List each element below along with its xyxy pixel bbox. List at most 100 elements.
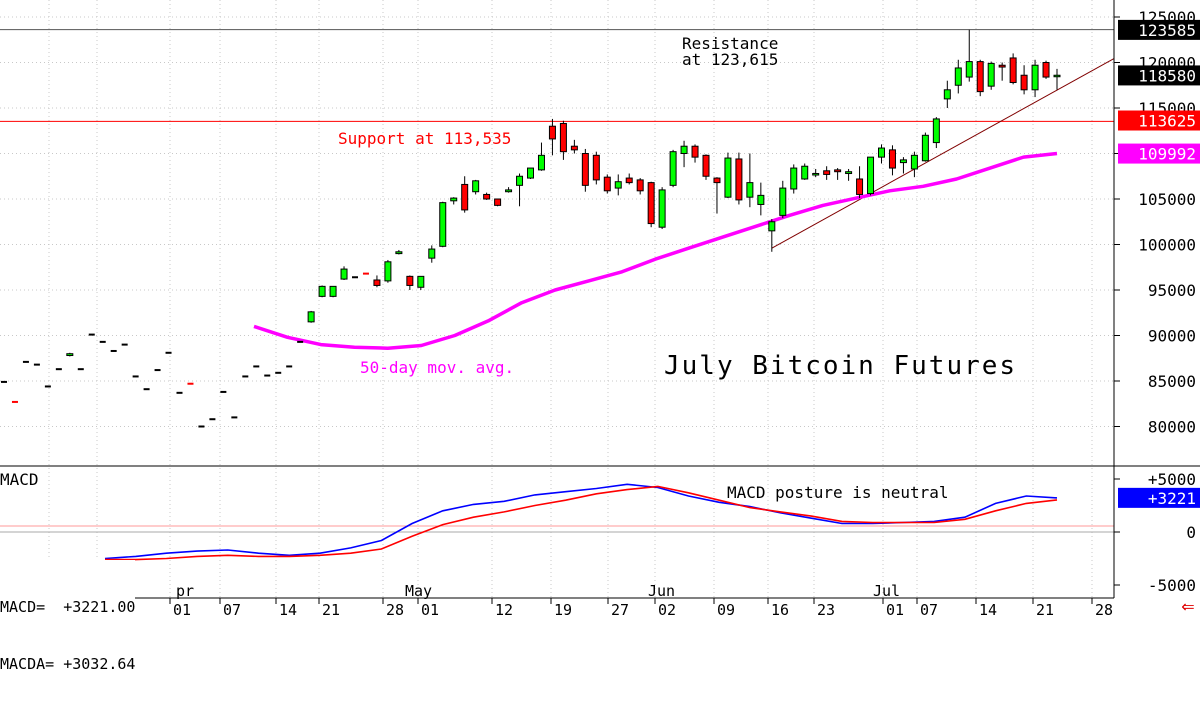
candle-body [1042, 62, 1050, 78]
candle [384, 259, 392, 283]
candle-body [998, 64, 1006, 68]
x-tick-label: 19 [554, 601, 572, 619]
month-label: pr [176, 582, 194, 600]
candle [505, 187, 513, 193]
price-value-label-bg [1118, 110, 1200, 131]
candle [801, 163, 809, 180]
candle [888, 145, 896, 176]
candle-body [746, 182, 754, 198]
price-value-label-text: 109992 [1138, 145, 1196, 164]
candle [1020, 65, 1028, 95]
candle [899, 157, 907, 174]
macd-readout-value: MACD= +3221.00 [0, 598, 136, 616]
candle-body [1031, 64, 1039, 91]
candle-body [505, 189, 513, 193]
candle [307, 310, 315, 323]
price-value-label-text: 123585 [1138, 21, 1196, 40]
candle-body [318, 285, 326, 297]
candle-body [384, 261, 392, 282]
candle [746, 153, 754, 208]
red-left-arrow-icon[interactable]: ⇐ [1181, 599, 1195, 616]
price-tick-label: 105000 [1138, 190, 1196, 209]
candle-body [537, 154, 545, 171]
candle-body [439, 202, 447, 247]
candle [614, 174, 622, 196]
macd-series-macda [105, 485, 1058, 561]
candle-body [669, 151, 677, 186]
candle [768, 219, 776, 252]
x-tick-label: 01 [886, 601, 904, 619]
reference-lines [0, 29, 1115, 249]
candle-body [516, 175, 524, 186]
candle-body [713, 177, 721, 184]
candle-body [658, 189, 666, 228]
candle-body [823, 170, 831, 175]
candle [603, 174, 611, 194]
price-tick-label: 90000 [1148, 327, 1196, 346]
candle-body [548, 125, 556, 140]
candle-body [790, 167, 798, 190]
support-label: Support at 113,535 [338, 129, 511, 148]
candle-body [845, 171, 853, 175]
candle [439, 201, 447, 248]
candle [1042, 60, 1050, 79]
candle-body [417, 275, 425, 288]
macd-value-label-text: +3221 [1148, 489, 1196, 508]
candle [856, 166, 864, 199]
price-tick-label: 95000 [1148, 281, 1196, 300]
candle [592, 151, 600, 185]
resistance-label-line2: at 123,615 [682, 50, 778, 69]
candle-body [494, 198, 502, 206]
moving-average-layer [253, 151, 1058, 350]
macd-tick-label: -5000 [1148, 576, 1196, 595]
candle-body [614, 181, 622, 189]
candle [790, 164, 798, 194]
candle-body [527, 167, 534, 179]
chart-canvas: 1724010714212801121927020916230107142128… [0, 0, 1200, 619]
candle-body [691, 145, 699, 158]
candle-body [834, 169, 842, 173]
candle [932, 117, 940, 149]
candle-body [307, 311, 315, 323]
candle-body [888, 149, 896, 169]
x-tick-label: 16 [771, 601, 789, 619]
candle-body [66, 353, 74, 357]
candle [1053, 68, 1061, 90]
candle [373, 275, 381, 288]
month-label: Jun [648, 582, 675, 600]
candle [943, 80, 951, 108]
candle [581, 148, 589, 192]
x-tick-label: 28 [1095, 601, 1113, 619]
x-tick-label: 02 [658, 601, 676, 619]
candle-body [965, 61, 973, 78]
macd-tick-label: +5000 [1148, 470, 1196, 489]
candle-body [1020, 74, 1028, 91]
price-value-label: 113625 [1118, 110, 1200, 131]
candle-body [592, 154, 600, 181]
price-value-label-bg [1118, 65, 1200, 86]
macd-annotation: MACD posture is neutral [727, 483, 949, 502]
x-tick-label: 23 [817, 601, 835, 619]
candle [691, 144, 699, 163]
candle-body [954, 67, 962, 86]
candle [834, 168, 842, 180]
x-tick-label: 09 [717, 601, 735, 619]
candle-body [867, 156, 875, 195]
candle-body [779, 187, 787, 216]
candle [954, 59, 962, 94]
price-value-label-text: 118580 [1138, 66, 1196, 85]
macd-readout: MACD= +3221.00 MACDA= +3032.64 [0, 560, 136, 712]
x-tick-label: 21 [1036, 601, 1054, 619]
price-value-label: 109992 [1118, 143, 1200, 164]
candle [878, 144, 885, 164]
candle-body [428, 248, 436, 259]
candle [724, 152, 732, 199]
candle-body [461, 183, 469, 211]
candle [395, 249, 403, 255]
candle [570, 139, 578, 154]
month-label: May [405, 582, 432, 600]
candle [680, 140, 688, 168]
candle [329, 285, 337, 298]
price-tick-label: 80000 [1148, 418, 1196, 437]
